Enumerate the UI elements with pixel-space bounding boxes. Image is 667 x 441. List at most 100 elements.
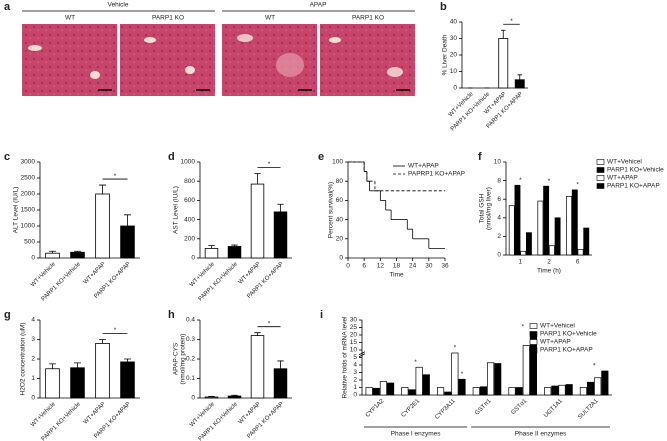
y-tick-label: 20 [450,52,458,59]
x-tick-label: GSTπ1 [474,398,493,417]
x-tick-label: PARP1 KO+Vehicle [198,401,240,441]
y-tick-label: 1000 [21,223,36,230]
x-tick-label: CYP3A11 [434,398,457,421]
bar [227,395,242,399]
bar [508,387,516,396]
axis-break [358,351,366,358]
y-axis-title: Percent survival(%) [328,182,335,238]
bar [387,382,395,396]
significance-mark: * [414,359,417,366]
significance-mark: * [454,345,457,352]
vessel [387,67,403,77]
vessel [144,37,156,43]
legend-swatch [596,159,605,165]
y-tick-label: 0 [191,255,195,262]
histology-images [22,24,415,96]
error-bar [49,363,56,369]
legend-label: PAPRP1 KO+APAP [408,171,465,178]
bar [444,391,452,396]
legend-swatch [529,323,538,329]
bar [494,363,502,396]
y-tick-label: 4 [497,215,501,222]
bar [45,252,60,259]
x-tick-label: 2 [547,259,551,266]
panel-label: h [168,309,175,321]
error-bar [99,184,106,194]
bar [583,227,590,256]
y-tick-label: 40 [336,216,344,223]
y-tick-label: 20 [350,332,358,339]
y-tick-label: 0.3 [186,336,195,343]
legend-label: PARP1 KO+APAP [607,183,660,190]
bar [401,387,409,396]
bar [579,387,587,396]
y-tick-label: 0.4 [186,317,195,324]
bar [437,387,445,396]
error-bar [500,29,506,39]
x-tick-label: 18 [393,263,401,270]
y-axis-title: Relative folds of mRNA level [342,316,349,399]
panel-label: i [320,309,323,321]
bar [479,386,487,396]
y-tick-label: 200 [184,236,195,243]
legend-swatch [529,347,538,353]
y-tick-label: 4 [31,317,35,324]
bar [537,200,544,256]
panel-label: b [440,1,447,13]
y-tick-label: 2500 [21,175,36,182]
panel-label: g [4,309,11,321]
y-tick-label: 20 [336,236,344,243]
legend-label: WT+APAP [540,339,571,346]
bar [204,396,219,399]
bar [565,384,573,396]
bar [498,38,509,89]
y-tick-label: 10 [494,159,502,166]
legend-label: WT+APAP [607,175,638,182]
x-tick-label: 24 [409,263,417,270]
bar [365,387,373,396]
x-tick-label: WT+APAP [238,261,262,285]
y-tick-label: 0 [453,85,457,92]
legend-swatch [529,339,538,345]
y-axis-title: AST Level (IU/L) [173,186,180,234]
y-tick-label: 0 [339,255,343,262]
bar [571,189,578,256]
y-tick-label: 100 [332,159,343,166]
error-bar [208,396,215,398]
bar [515,387,523,396]
y-tick-label: 400 [184,216,195,223]
bar [458,378,466,396]
legend-swatch [596,175,605,181]
panel-label: d [168,151,175,163]
bar [95,193,110,259]
bar [566,196,572,256]
x-tick-label: CYP1A2 [365,398,386,419]
bar [379,381,387,396]
y-tick-label: 0 [353,392,357,399]
histology-image [222,24,317,96]
bar [451,352,459,396]
y-tick-label: 5 [353,354,357,361]
bar [554,217,561,256]
y-tick-label: 3000 [21,159,36,166]
bar [577,249,584,256]
y-tick-label: 2 [31,356,35,363]
legend-label: PARP1 KO+APAP [540,347,593,354]
column-header: WT [65,15,75,22]
y-tick-label: 30 [450,35,458,42]
error-bar [74,250,81,253]
y-axis-title: (nmol/mg protein) [180,334,187,385]
y-tick-label: 1500 [21,207,36,214]
vessel [90,71,100,79]
bar [526,232,532,256]
column-header: WT [265,15,275,22]
y-tick-label: 2 [353,377,357,384]
x-tick-label: WT+APAP [83,401,107,425]
y-tick-label: 0 [31,255,35,262]
error-bar [277,360,284,369]
y-tick-label: 2 [497,233,501,240]
y-tick-label: 30 [350,317,358,324]
y-tick-label: 80 [336,178,344,185]
panel-label: c [4,151,10,163]
x-tick-label: 1 [519,259,523,266]
